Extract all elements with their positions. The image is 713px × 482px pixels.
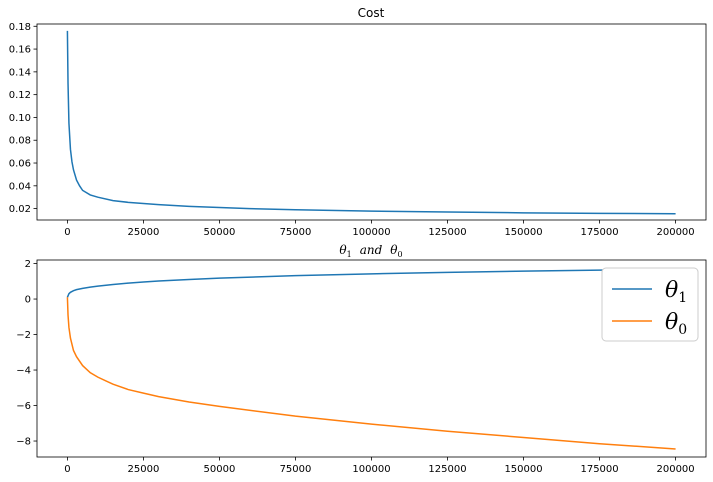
theta-x-tick-label: 175000 (580, 464, 618, 475)
theta-x-tick-label: 100000 (352, 464, 390, 475)
theta-plot-area (66, 268, 676, 450)
legend-label-theta0: θ0 (665, 310, 687, 338)
legend-theta0-symbol: θ (665, 310, 678, 335)
theta-series-line-1 (66, 297, 676, 450)
theta-chart: θ1 and θ0 0 25000 50000 75000 100000 125000 1500… (16, 243, 707, 475)
cost-y-tick-label: 0.14 (9, 67, 31, 78)
title-theta-symbol-0: θ (390, 243, 398, 257)
theta-legend: θ1 θ0 (601, 267, 699, 342)
theta-x-tick-label: 125000 (428, 464, 466, 475)
cost-y-tick-label: 0.12 (9, 90, 31, 101)
cost-chart-title: Cost (358, 6, 385, 20)
cost-x-tick-label: 175000 (580, 227, 618, 238)
cost-x-tick-label: 0 (64, 227, 70, 238)
theta-series-line-0 (66, 268, 676, 298)
theta-x-tick-label: 0 (64, 464, 70, 475)
cost-y-tick-label: 0.18 (9, 22, 31, 33)
cost-plot-area (66, 30, 676, 215)
theta-y-tick-label: −2 (16, 330, 31, 341)
theta-x-tick-label: 200000 (656, 464, 694, 475)
theta-y-tick-label: −8 (16, 437, 31, 448)
legend-label-theta1: θ1 (665, 278, 687, 306)
cost-y-tick-label: 0.02 (9, 204, 31, 215)
theta-y-tick-label: 2 (25, 259, 31, 270)
cost-y-tick-label: 0.10 (9, 113, 31, 124)
cost-x-axis: 0 25000 50000 75000 100000 125000 150000 175000… (64, 220, 695, 238)
theta-y-axis: 2 0 −2 −4 −6 −8 (16, 259, 37, 448)
title-and-word: and (360, 243, 383, 257)
legend-theta1-subscript: 1 (678, 290, 687, 306)
theta-x-tick-label: 150000 (504, 464, 542, 475)
cost-y-tick-label: 0.04 (9, 181, 31, 192)
cost-y-tick-label: 0.16 (9, 45, 31, 56)
cost-y-tick-label: 0.06 (9, 159, 31, 170)
cost-x-tick-label: 50000 (204, 227, 236, 238)
cost-chart: Cost 0 25000 50000 75000 100000 125000 150000 1… (9, 6, 707, 238)
title-theta-subscript-0: 0 (398, 250, 403, 259)
theta-y-tick-label: −6 (16, 401, 31, 412)
theta-x-axis: 0 25000 50000 75000 100000 125000 150000 175000… (64, 457, 695, 475)
theta-x-tick-label: 75000 (280, 464, 312, 475)
cost-x-tick-label: 100000 (352, 227, 390, 238)
cost-x-tick-label: 200000 (656, 227, 694, 238)
legend-theta1-symbol: θ (665, 278, 678, 303)
title-theta-subscript-1: 1 (347, 250, 352, 259)
cost-y-axis: 0.02 0.04 0.06 0.08 0.10 0.12 0.14 0.16 0.18 (9, 22, 37, 215)
cost-series-line-0 (66, 30, 676, 215)
cost-y-tick-label: 0.08 (9, 136, 31, 147)
theta-y-tick-label: −4 (16, 366, 31, 377)
legend-box (601, 267, 699, 342)
theta-chart-title: θ1 and θ0 (339, 243, 402, 259)
cost-x-tick-label: 75000 (280, 227, 312, 238)
theta-x-tick-label: 25000 (128, 464, 160, 475)
legend-theta0-subscript: 0 (678, 322, 687, 338)
theta-x-tick-label: 50000 (204, 464, 236, 475)
cost-x-tick-label: 150000 (504, 227, 542, 238)
cost-x-tick-label: 125000 (428, 227, 466, 238)
title-theta-symbol-1: θ (339, 243, 347, 257)
theta-y-tick-label: 0 (25, 295, 31, 306)
cost-x-tick-label: 25000 (128, 227, 160, 238)
